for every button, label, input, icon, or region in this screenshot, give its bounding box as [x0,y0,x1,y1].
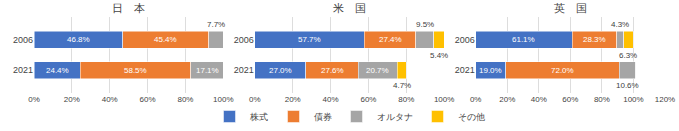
svg-text:20%: 20% [64,95,80,104]
svg-text:80%: 80% [398,95,415,104]
svg-text:0%: 0% [28,95,40,104]
svg-text:0%: 0% [249,95,261,104]
svg-text:2021: 2021 [13,65,33,75]
svg-text:80%: 80% [594,95,610,104]
svg-text:20.7%: 20.7% [366,66,389,75]
svg-text:28.3%: 28.3% [583,35,606,44]
svg-text:80%: 80% [177,95,193,104]
svg-text:7.7%: 7.7% [207,20,225,29]
svg-text:英 国: 英 国 [554,2,587,14]
svg-text:19.0%: 19.0% [479,66,502,75]
svg-text:57.7%: 57.7% [298,35,321,44]
svg-text:2021: 2021 [455,65,475,75]
svg-text:17.1%: 17.1% [196,66,219,75]
svg-text:60%: 60% [360,95,377,104]
svg-text:債券: 債券 [314,112,332,122]
svg-text:24.4%: 24.4% [46,66,69,75]
svg-text:20%: 20% [499,95,515,104]
svg-text:27.4%: 27.4% [379,35,402,44]
svg-text:4.7%: 4.7% [393,81,411,90]
svg-text:5.4%: 5.4% [430,51,448,60]
svg-text:その他: その他 [458,112,485,122]
svg-text:40%: 40% [322,95,339,104]
svg-text:米 国: 米 国 [333,2,366,14]
svg-text:6.3%: 6.3% [619,51,637,60]
svg-text:2021: 2021 [234,65,254,75]
svg-text:10.6%: 10.6% [616,81,639,90]
svg-text:9.5%: 9.5% [416,20,434,29]
svg-text:27.6%: 27.6% [321,66,344,75]
svg-text:100%: 100% [433,95,455,104]
svg-text:40%: 40% [102,95,118,104]
svg-text:20%: 20% [284,95,301,104]
svg-text:100%: 100% [213,95,234,104]
svg-text:40%: 40% [531,95,547,104]
svg-text:オルタナ: オルタナ [377,112,413,122]
svg-text:2006: 2006 [234,35,254,45]
svg-text:2006: 2006 [455,35,475,45]
svg-text:45.4%: 45.4% [154,35,177,44]
svg-text:27.0%: 27.0% [269,66,292,75]
svg-text:0%: 0% [469,95,482,104]
svg-text:72.0%: 72.0% [551,66,574,75]
svg-text:46.8%: 46.8% [67,35,90,44]
svg-text:120%: 120% [655,95,675,104]
svg-text:61.1%: 61.1% [512,35,535,44]
svg-text:60%: 60% [562,95,578,104]
svg-text:4.3%: 4.3% [611,20,629,29]
svg-text:60%: 60% [140,95,156,104]
svg-text:100%: 100% [623,95,643,104]
svg-text:日 本: 日 本 [112,2,145,14]
svg-text:2006: 2006 [13,35,33,45]
svg-text:58.5%: 58.5% [124,66,147,75]
svg-text:株式: 株式 [249,112,268,122]
